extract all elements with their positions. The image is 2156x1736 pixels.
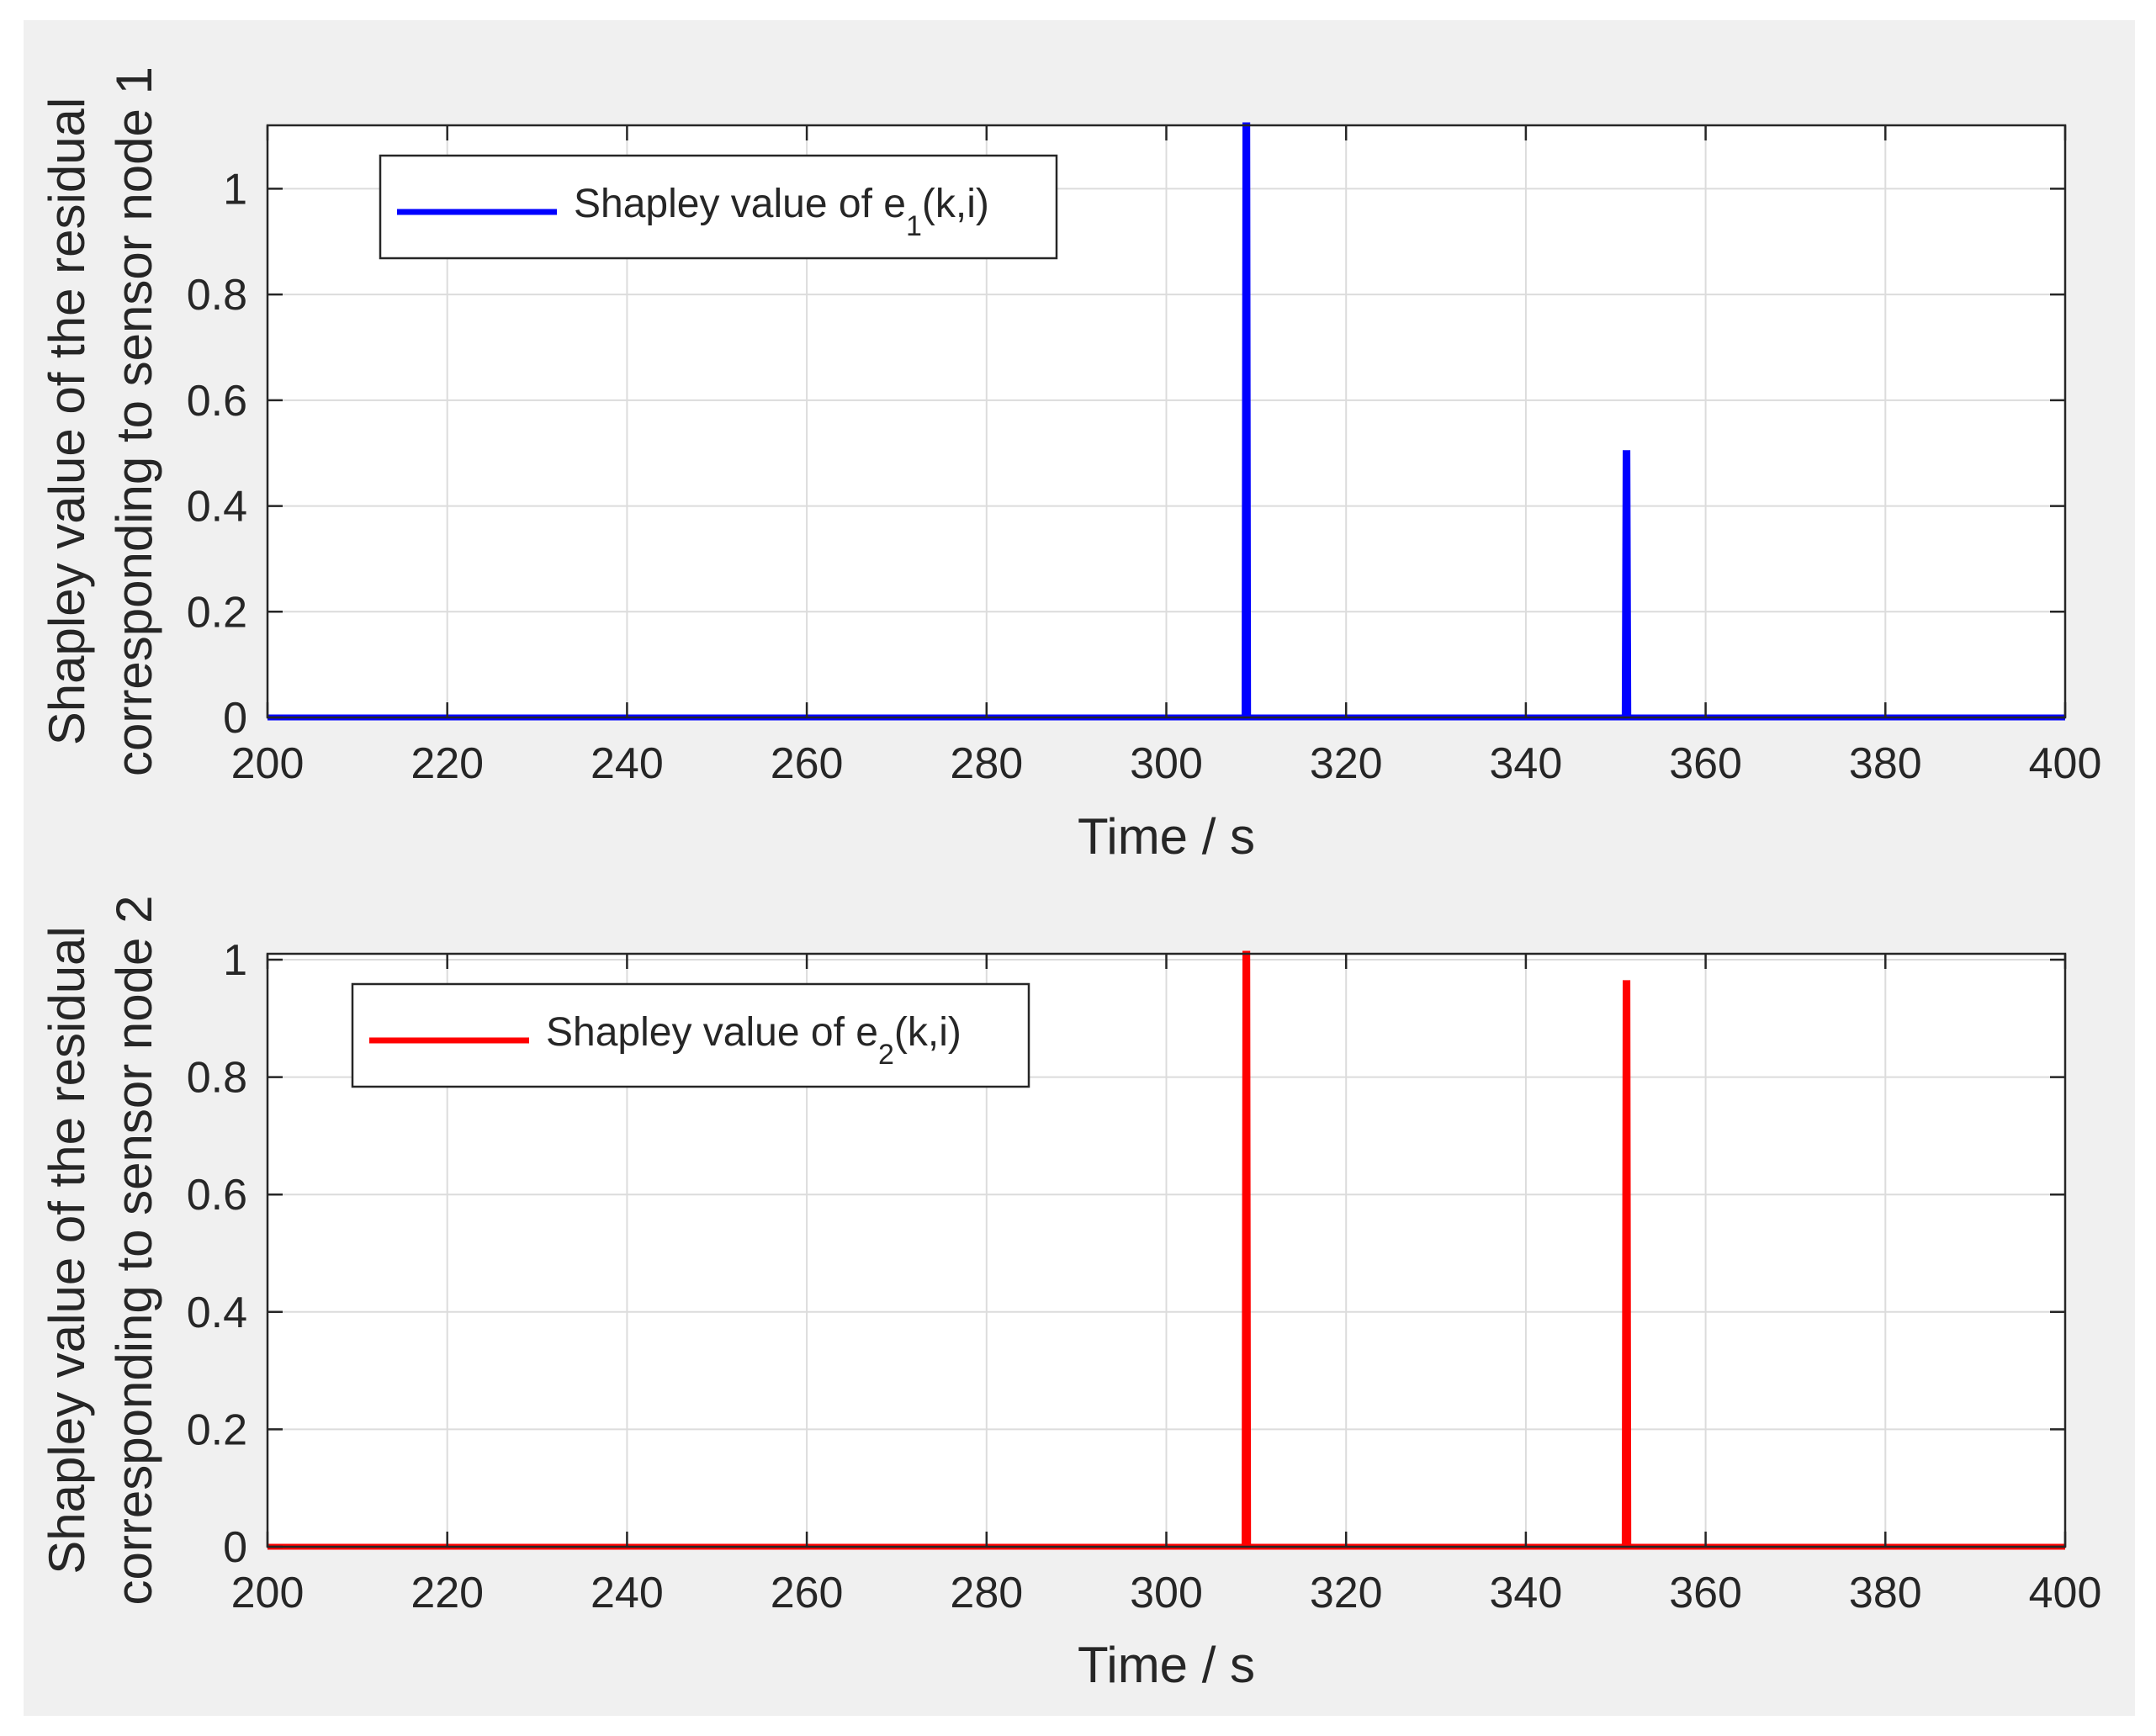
x-axis-label: Time / s [1078,1637,1255,1693]
legend-label-suffix: (k,i) [922,182,989,226]
y-axis-label-line1: Shapley value of the residual [39,926,95,1575]
legend: Shapley value of e2(k,i) [351,982,1030,1088]
x-tick-label: 400 [2029,739,2102,788]
y-tick-label: 0.8 [187,271,247,320]
x-axis-label: Time / s [1078,808,1255,865]
y-tick-label: 0.2 [187,1405,247,1454]
y-axis-label-line1: Shapley value of the residual [39,98,95,746]
y-tick-label: 0.8 [187,1054,247,1103]
y-tick-label: 0.6 [187,1171,247,1220]
legend-label-prefix: Shapley value of e [574,182,906,226]
x-tick-label: 300 [1130,739,1203,788]
y-tick-label: 0 [223,694,247,743]
y-tick-label: 0.4 [187,1289,247,1337]
x-tick-label: 260 [771,739,844,788]
x-tick-label: 280 [950,739,1023,788]
x-tick-label: 320 [1310,739,1383,788]
legend-label-subscript: 2 [878,1039,894,1071]
y-tick-label: 0.2 [187,588,247,637]
y-axis-label: Shapley value of the residual correspondi… [39,896,162,1606]
legend: Shapley value of e1(k,i) [379,154,1058,260]
chart-1: 200 220 240 260 280 300 320 340 360 380 400 0 0.2 0.4… [39,66,2101,865]
x-tick-label: 240 [591,1569,664,1617]
y-tick-label: 0.4 [187,483,247,532]
x-tick-label: 280 [950,1569,1023,1617]
x-tick-label: 260 [771,1569,844,1617]
x-tick-label: 380 [1849,1569,1922,1617]
y-tick-label: 1 [223,936,247,985]
x-tick-label: 360 [1669,739,1742,788]
x-tick-label: 340 [1490,739,1563,788]
y-tick-label: 1 [223,165,247,214]
legend-box [351,982,1030,1088]
x-tick-label: 220 [411,739,484,788]
x-tick-label: 400 [2029,1569,2102,1617]
legend-label-prefix: Shapley value of e [546,1010,878,1055]
y-axis-label-line2: corresponding to sensor node 1 [106,66,162,776]
x-tick-label: 380 [1849,739,1922,788]
x-tick-label: 300 [1130,1569,1203,1617]
x-tick-label: 240 [591,739,664,788]
x-tick-label: 340 [1490,1569,1563,1617]
x-tick-label: 360 [1669,1569,1742,1617]
legend-box [379,154,1058,260]
legend-label-subscript: 1 [906,210,922,242]
legend-label: Shapley value of e1(k,i) [574,182,989,242]
y-axis-label: Shapley value of the residual correspondi… [39,66,162,776]
y-tick-label: 0.6 [187,377,247,426]
legend-label: Shapley value of e2(k,i) [546,1010,961,1071]
chart-2: 200 220 240 260 280 300 320 340 360 380 400 0 0.2 0.4… [39,896,2101,1693]
y-tick-label: 0 [223,1523,247,1572]
x-tick-label: 200 [231,739,305,788]
x-tick-label: 200 [231,1569,305,1617]
x-tick-label: 220 [411,1569,484,1617]
x-tick-label: 320 [1310,1569,1383,1617]
y-axis-label-line2: corresponding to sensor node 2 [106,896,162,1606]
legend-label-suffix: (k,i) [894,1010,961,1055]
